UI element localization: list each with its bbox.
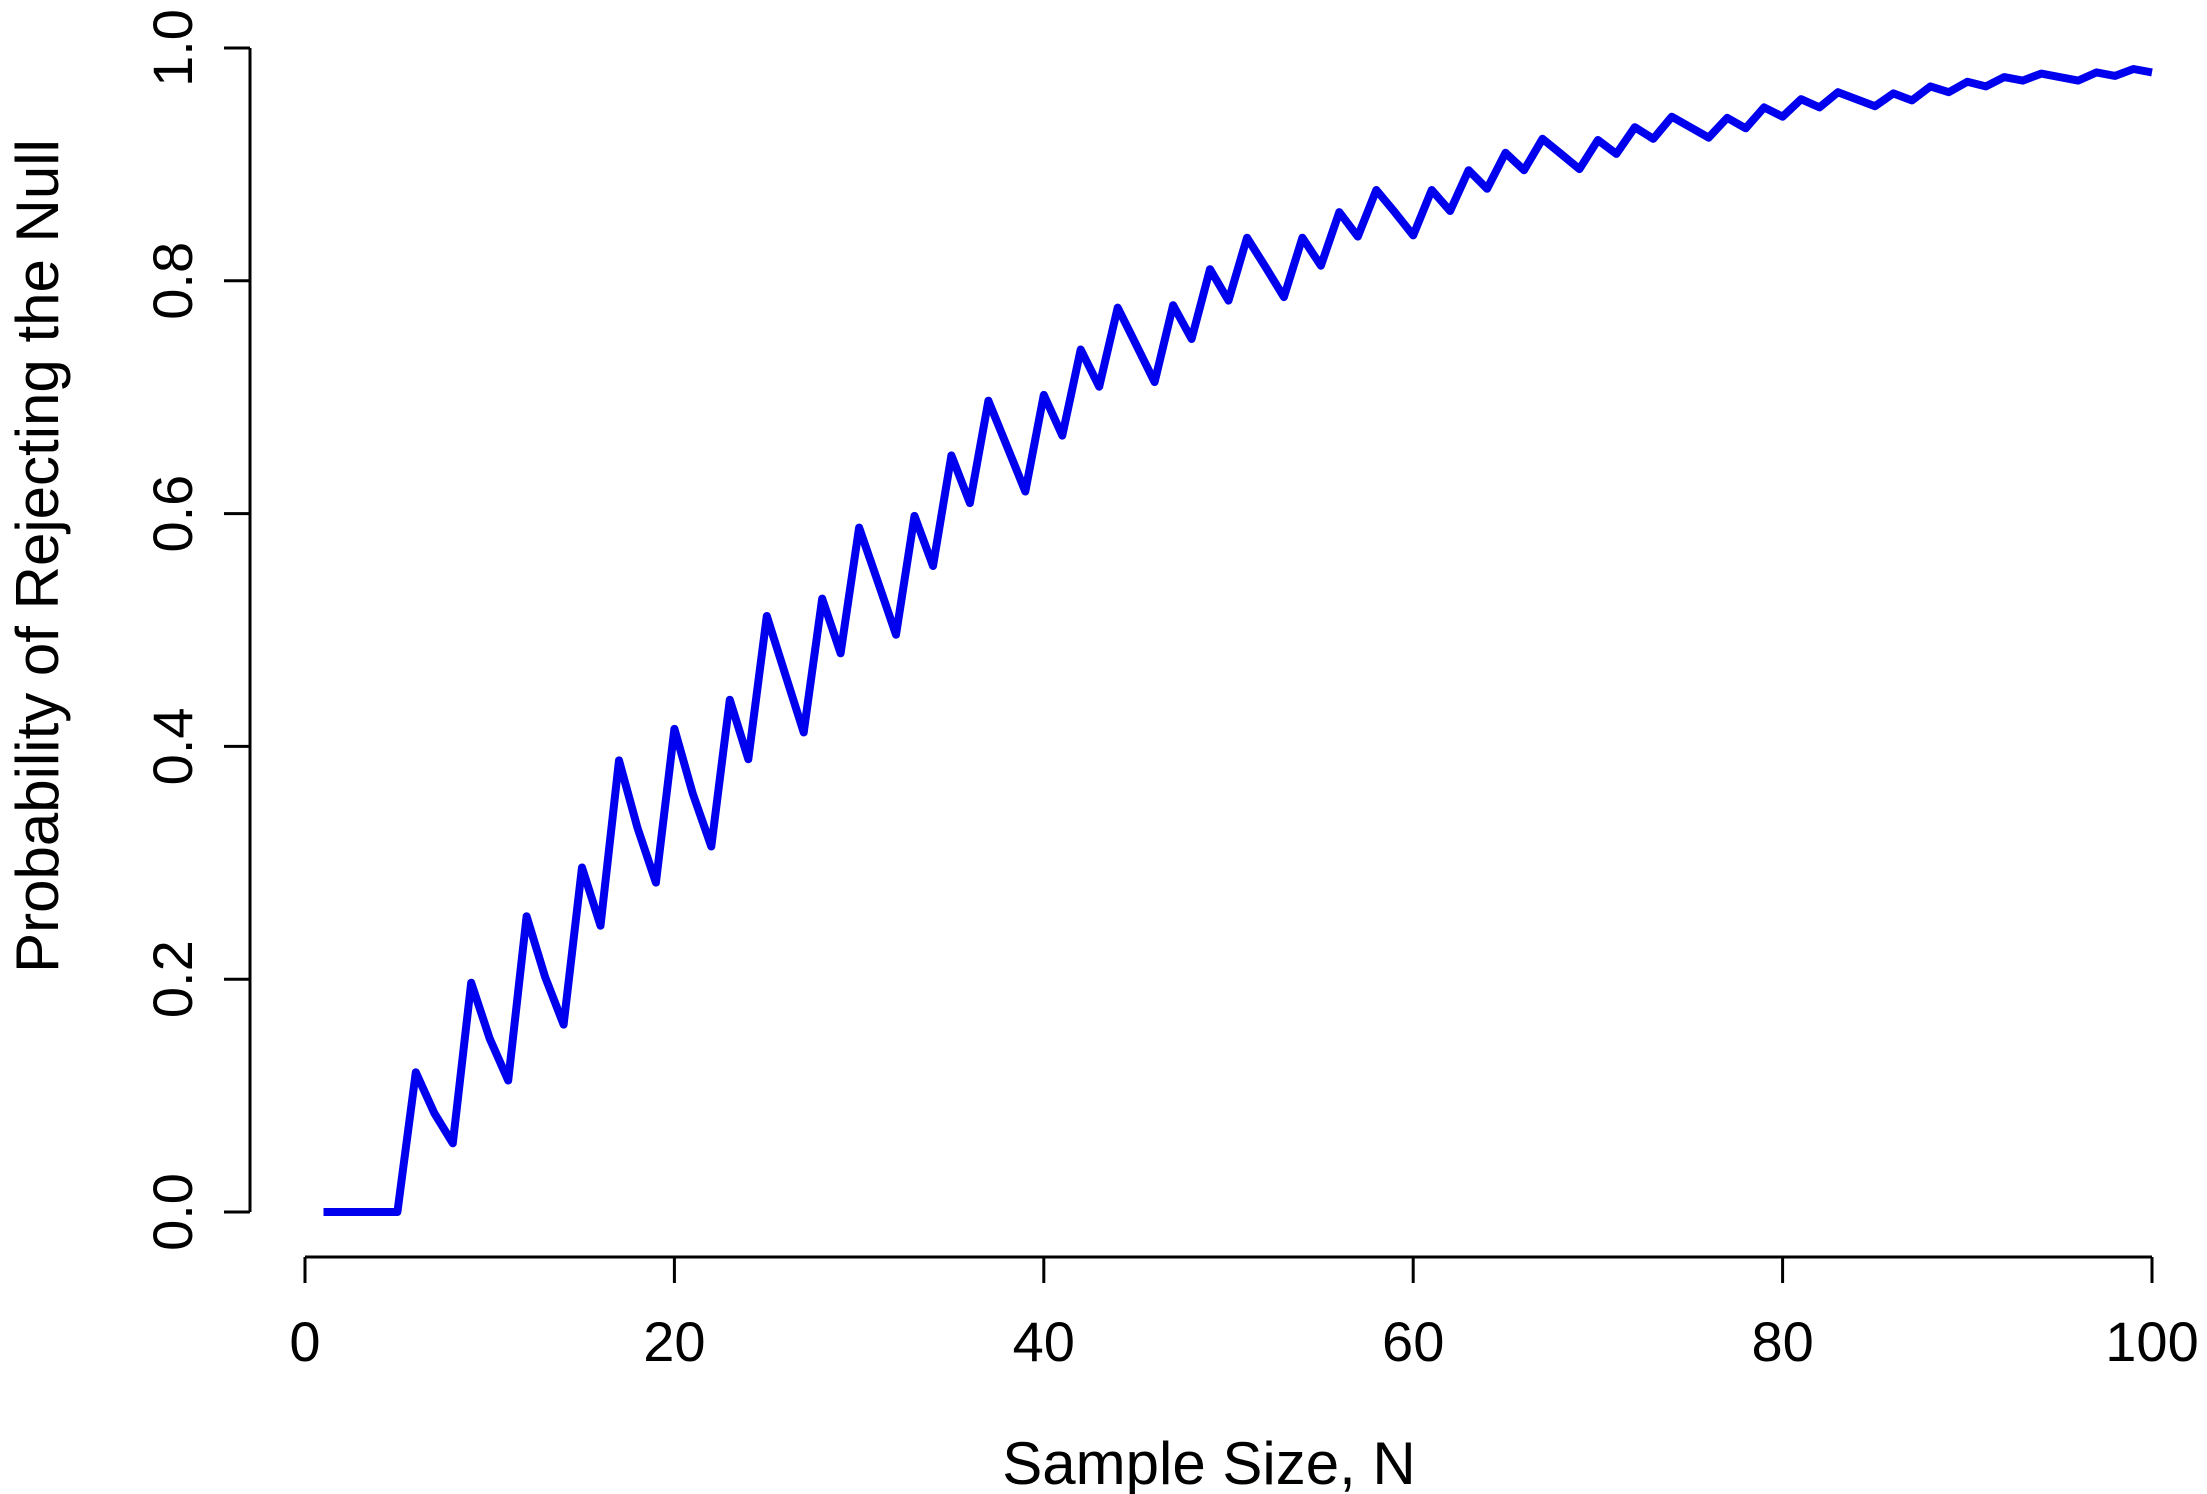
y-tick-label: 0.6 xyxy=(141,475,204,553)
x-tick-label: 100 xyxy=(2105,1310,2198,1373)
x-tick-label: 60 xyxy=(1382,1310,1444,1373)
x-tick-label: 40 xyxy=(1013,1310,1075,1373)
y-axis-label: Probability of Rejecting the Null xyxy=(4,139,71,973)
y-axis: 0.0 0.2 0.4 0.6 0.8 1.0 xyxy=(141,9,252,1251)
y-ticks: 0.0 0.2 0.4 0.6 0.8 1.0 xyxy=(141,9,250,1251)
y-tick-label: 0.2 xyxy=(141,940,204,1018)
x-tick-label: 20 xyxy=(643,1310,705,1373)
x-axis-label: Sample Size, N xyxy=(1002,1430,1416,1494)
y-tick-label: 1.0 xyxy=(141,9,204,87)
y-tick-label: 0.0 xyxy=(141,1173,204,1251)
plot-series xyxy=(323,65,2153,1216)
y-tick-label: 0.8 xyxy=(141,242,204,320)
x-ticks: 0 20 40 60 80 100 xyxy=(289,1257,2199,1373)
y-tick-label: 0.4 xyxy=(141,707,204,785)
x-tick-label: 80 xyxy=(1751,1310,1813,1373)
x-tick-label: 0 xyxy=(289,1310,320,1373)
series-line xyxy=(323,65,2153,1216)
x-axis: 0 20 40 60 80 100 xyxy=(289,1255,2199,1373)
